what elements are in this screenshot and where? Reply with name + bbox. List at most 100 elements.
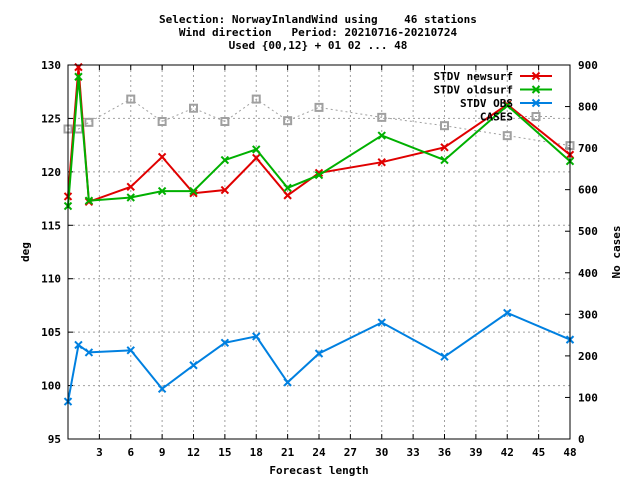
data-point-cases: [126, 94, 136, 104]
y-tick-label: 105: [41, 326, 61, 339]
marker-stroke: [377, 131, 386, 140]
chart-title-line-1: Selection: NorwayInlandWind using 46 sta…: [159, 13, 477, 26]
x-tick-label: 3: [96, 446, 103, 459]
y-tick-label: 125: [41, 112, 61, 125]
marker-stroke: [157, 152, 167, 162]
data-point-stdv-oldsurf: [126, 193, 135, 202]
marker-stroke: [126, 346, 135, 355]
y2-tick-label: 500: [578, 225, 598, 238]
y-axis-title: deg: [19, 242, 32, 262]
marker-stroke: [531, 85, 541, 94]
series-line-stdv-oldsurf: [67, 76, 571, 207]
data-point-stdv-oldsurf: [189, 186, 198, 196]
legend-label-stdv-newsurf: STDV newsurf: [434, 70, 513, 83]
data-point-stdv-obs: [314, 349, 324, 358]
marker-stroke: [252, 145, 261, 154]
x-tick-label: 24: [312, 446, 326, 459]
series-line-cases: [68, 98, 571, 147]
data-point-cases: [157, 117, 167, 127]
data-point-stdv-newsurf: [126, 182, 135, 192]
data-point-stdv-oldsurf: [283, 183, 292, 193]
marker-stroke: [189, 186, 198, 196]
data-point-stdv-obs: [84, 348, 94, 357]
x-tick-label: 30: [375, 446, 388, 459]
x-tick-label: 42: [501, 446, 514, 459]
x-tick-label: 45: [532, 446, 545, 459]
x-axis-title: Forecast length: [269, 464, 368, 477]
marker-stroke: [377, 318, 386, 327]
data-point-stdv-obs: [74, 340, 83, 350]
y-tick-label: 95: [48, 433, 61, 446]
legend-label-cases: CASES: [480, 111, 513, 124]
y2-tick-label: 400: [578, 267, 598, 280]
data-point-stdv-oldsurf: [220, 155, 230, 165]
marker-stroke: [440, 155, 449, 165]
data-point-stdv-oldsurf: [314, 170, 324, 180]
x-tick-label: 18: [250, 446, 263, 459]
marker-stroke: [440, 143, 449, 152]
marker-stroke: [220, 155, 230, 165]
marker-stroke: [377, 158, 386, 167]
data-point-stdv-obs: [252, 332, 261, 341]
y2-tick-label: 0: [578, 433, 585, 446]
data-point-stdv-newsurf: [283, 191, 292, 200]
x-tick-label: 33: [407, 446, 420, 459]
y2-tick-label: 300: [578, 308, 598, 321]
data-point-stdv-newsurf: [440, 143, 449, 152]
marker-stroke: [189, 361, 198, 370]
y2-axis-title: No cases: [610, 226, 623, 279]
marker-stroke: [157, 186, 167, 196]
marker-stroke: [220, 338, 230, 348]
x-tick-label: 6: [127, 446, 134, 459]
data-point-cases: [251, 94, 261, 104]
data-point-stdv-newsurf: [252, 153, 261, 163]
marker-stroke: [189, 189, 198, 198]
x-tick-label: 27: [344, 446, 357, 459]
marker-stroke: [84, 348, 94, 357]
chart-title-line-2: Wind direction Period: 20210716-20210724: [179, 26, 458, 39]
y-tick-label: 120: [41, 166, 61, 179]
data-point-stdv-obs: [440, 352, 449, 361]
marker-stroke: [252, 153, 261, 163]
marker-stroke: [503, 101, 512, 110]
marker-stroke: [283, 191, 292, 200]
data-point-stdv-oldsurf: [157, 186, 167, 196]
legend-label-stdv-obs: STDV OBS: [460, 97, 513, 110]
marker-stroke: [74, 72, 83, 81]
marker-stroke: [74, 340, 83, 350]
y2-tick-label: 800: [578, 101, 598, 114]
data-point-stdv-oldsurf: [377, 131, 386, 140]
y2-tick-label: 700: [578, 142, 598, 155]
y-tick-label: 100: [41, 380, 61, 393]
legend-marker-stdv-obs: [531, 98, 541, 108]
legend-label-stdv-oldsurf: STDV oldsurf: [434, 84, 513, 97]
marker-stroke: [503, 308, 512, 318]
data-point-stdv-newsurf: [377, 158, 386, 167]
series-line-stdv-obs: [67, 311, 571, 402]
legend-marker-stdv-oldsurf: [531, 85, 541, 94]
marker-stroke: [531, 98, 541, 108]
data-point-stdv-oldsurf: [84, 196, 94, 205]
data-point-cases: [84, 117, 94, 127]
legend-marker-cases: [531, 112, 541, 121]
marker-stroke: [283, 183, 292, 193]
y2-tick-label: 900: [578, 59, 598, 72]
marker-stroke: [126, 193, 135, 202]
y-tick-label: 110: [41, 273, 61, 286]
data-point-stdv-obs: [220, 338, 230, 348]
axes: 3 6 9 12 15 18 21 24 27 30 33 36 39 42 45 4895100105110…: [41, 59, 598, 459]
data-point-stdv-obs: [189, 361, 198, 370]
marker-stroke: [220, 185, 230, 195]
series-stdv-obs: [63, 308, 575, 406]
data-point-cases: [189, 103, 198, 113]
x-tick-label: 15: [218, 446, 231, 459]
data-point-stdv-obs: [503, 308, 512, 318]
data-point-cases: [220, 117, 230, 127]
marker-stroke: [283, 378, 292, 387]
y2-tick-label: 200: [578, 350, 598, 363]
marker-stroke: [84, 196, 94, 205]
marker-stroke: [531, 71, 541, 81]
